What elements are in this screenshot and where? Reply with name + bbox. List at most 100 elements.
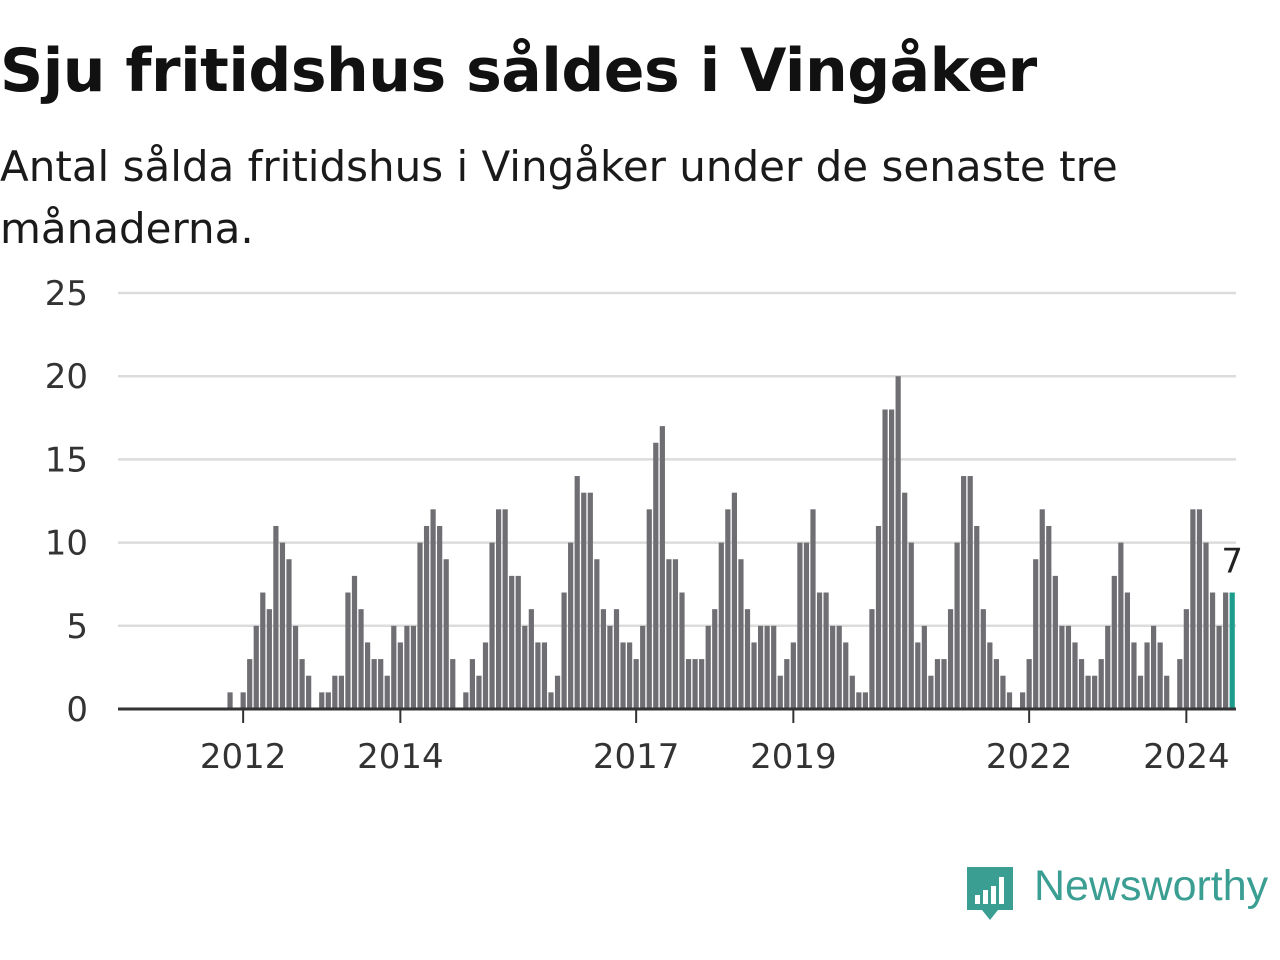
- bar: [286, 559, 292, 709]
- bar: [489, 542, 495, 709]
- bar: [967, 476, 973, 709]
- bar: [1092, 675, 1098, 709]
- bar: [430, 509, 436, 709]
- bar: [856, 692, 862, 709]
- bar: [1223, 592, 1229, 709]
- bar: [902, 492, 908, 709]
- bar: [679, 592, 685, 709]
- bar: [666, 559, 672, 709]
- bar: [738, 559, 744, 709]
- bar: [417, 542, 423, 709]
- bar: [869, 609, 875, 709]
- bar: [319, 692, 325, 709]
- bar: [1020, 692, 1026, 709]
- bar: [365, 642, 371, 709]
- bar: [653, 442, 659, 709]
- bar: [587, 492, 593, 709]
- bar: [1177, 659, 1183, 709]
- x-tick-label: 2017: [593, 737, 680, 777]
- bar: [594, 559, 600, 709]
- bar: [1118, 542, 1124, 709]
- bar: [345, 592, 351, 709]
- y-tick-label: 5: [66, 607, 88, 647]
- bar: [371, 659, 377, 709]
- y-tick-label: 25: [45, 274, 88, 314]
- bar: [574, 476, 580, 709]
- newsworthy-bar-chart-icon: [967, 867, 1013, 920]
- bar: [378, 659, 384, 709]
- bar: [1196, 509, 1203, 709]
- bar: [961, 476, 967, 709]
- bar: [915, 642, 921, 709]
- bar: [292, 625, 299, 709]
- bar: [954, 542, 960, 709]
- bar: [404, 625, 410, 709]
- bar: [941, 659, 947, 709]
- bar: [823, 592, 829, 709]
- bar: [1085, 675, 1091, 709]
- y-tick-label: 10: [45, 524, 88, 564]
- bar: [1183, 609, 1189, 709]
- bar: [843, 642, 849, 709]
- bar: [600, 609, 606, 709]
- bar: [554, 675, 561, 709]
- bar: [450, 659, 456, 709]
- bar: [522, 625, 528, 709]
- bar: [535, 642, 541, 709]
- bar: [1105, 625, 1111, 709]
- bar: [273, 525, 279, 709]
- bar: [659, 426, 665, 709]
- bar: [1039, 509, 1045, 709]
- bar: [548, 692, 554, 709]
- bar: [1124, 592, 1130, 709]
- bar: [607, 625, 613, 709]
- bar: [980, 609, 986, 709]
- bar: [620, 642, 626, 709]
- bar: [889, 409, 895, 709]
- bar: [541, 642, 548, 709]
- bar: [1059, 625, 1065, 709]
- bar: [1006, 692, 1013, 709]
- bar: [1157, 642, 1163, 709]
- bar: [1098, 659, 1104, 709]
- bar: [672, 559, 679, 709]
- bar: [332, 675, 338, 709]
- bar: [325, 692, 331, 709]
- bar: [921, 625, 927, 709]
- bar: [1203, 542, 1209, 709]
- bar: [1144, 642, 1150, 709]
- bar: [699, 659, 705, 709]
- x-tick-label: 2014: [357, 737, 444, 777]
- bar: [397, 642, 403, 709]
- bar: [227, 692, 233, 709]
- newsworthy-logo: Newsworthy: [964, 860, 1280, 930]
- bar: [627, 642, 633, 709]
- bar: [1033, 559, 1039, 709]
- bar: [266, 609, 272, 709]
- chart-title: Sju fritidshus såldes i Vingåker: [0, 36, 1037, 106]
- bar: [771, 625, 777, 709]
- y-tick-label: 20: [45, 357, 88, 397]
- x-tick-label: 2019: [750, 737, 837, 777]
- bar: [836, 625, 842, 709]
- bar: [987, 642, 993, 709]
- data-labels: 7: [1221, 542, 1243, 582]
- bar: [469, 659, 475, 709]
- bar: [1026, 659, 1032, 709]
- bar: [1164, 675, 1170, 709]
- bar: [1151, 625, 1157, 709]
- bar: [306, 675, 312, 709]
- bar: [712, 609, 718, 709]
- bar: [830, 625, 836, 709]
- bar: [633, 659, 639, 709]
- y-tick-label: 15: [45, 440, 88, 480]
- bars: [227, 376, 1235, 709]
- x-tick-label: 2012: [200, 737, 287, 777]
- x-tick-label: 2024: [1143, 737, 1230, 777]
- bar: [1072, 642, 1078, 709]
- bar: [692, 659, 698, 709]
- bar-latest: [1229, 592, 1235, 709]
- bar: [384, 675, 390, 709]
- x-axis-ticks: 2012 2014 2017 2019 2022 2024: [200, 709, 1230, 777]
